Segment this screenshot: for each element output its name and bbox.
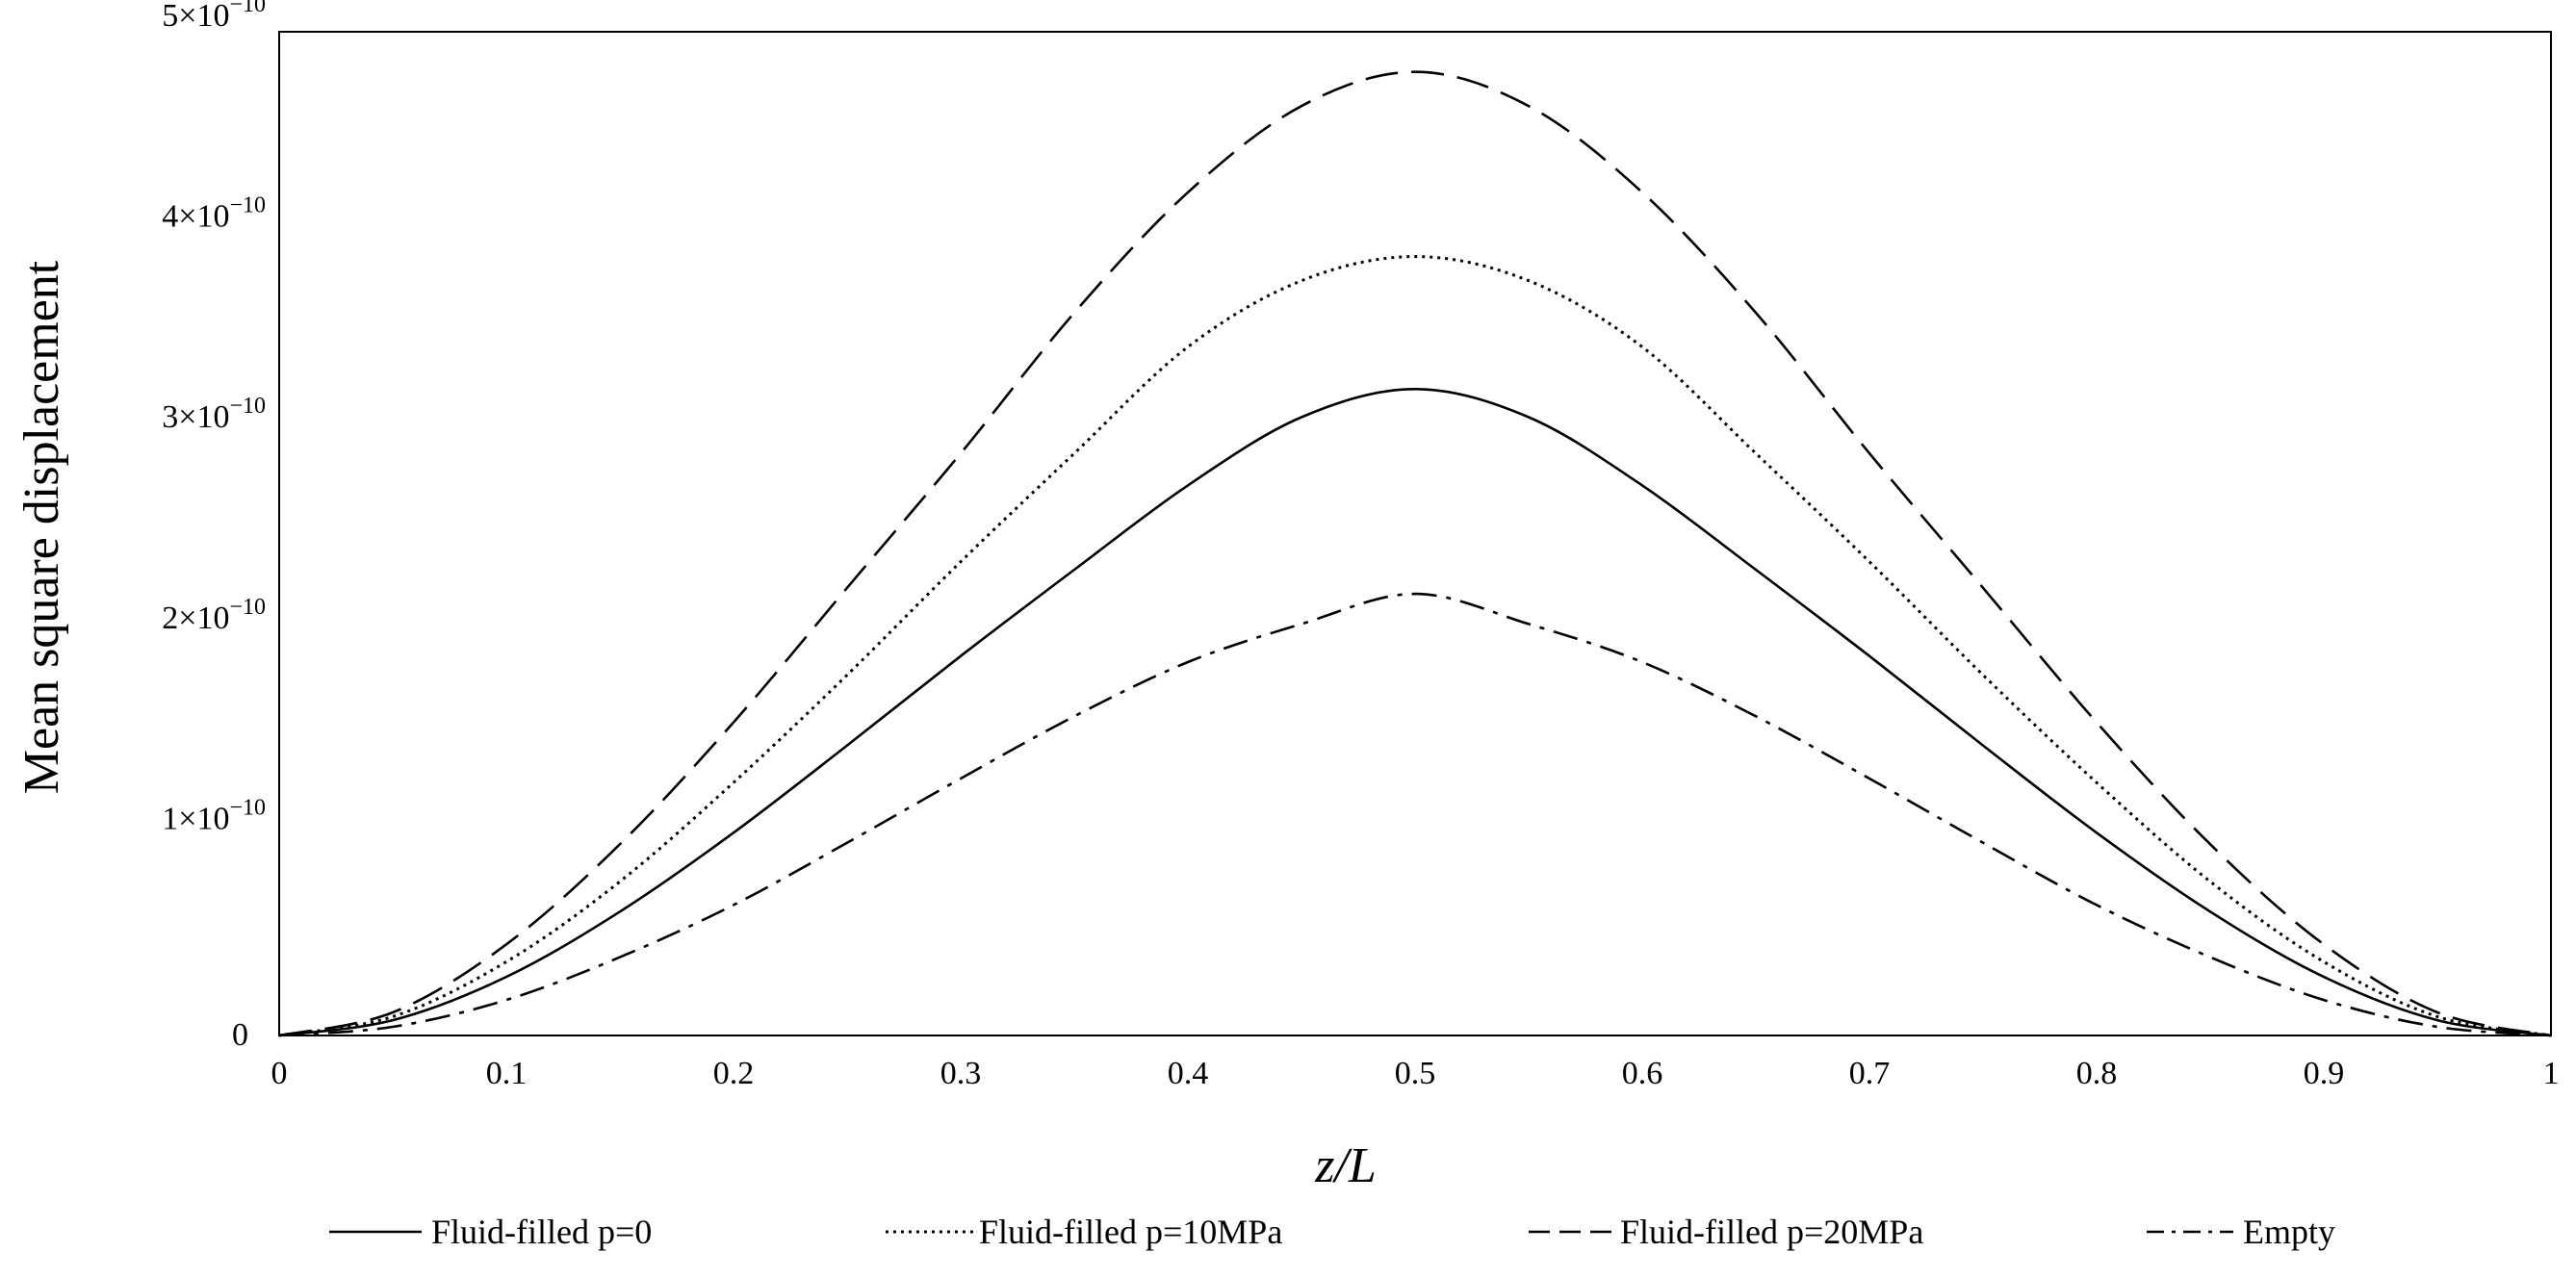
y-tick-label: 5×10−10 (162, 0, 266, 34)
x-tick-labels: 0 0.1 0.2 0.3 0.4 0.5 0.6 0.7 0.8 0.9 1 (271, 1056, 2560, 1091)
x-tick-label: 0.1 (486, 1056, 528, 1091)
x-tick-label: 0.2 (713, 1056, 755, 1091)
plot-frame (278, 31, 2552, 1036)
y-tick-labels: 0 1×10−10 2×10−10 3×10−10 4×10−10 5×10−10 (162, 0, 266, 1053)
series-line-3 (278, 70, 2552, 1037)
x-tick-label: 0.7 (1849, 1056, 1891, 1091)
x-tick-label: 1 (2543, 1056, 2560, 1091)
series-line-4 (278, 592, 2552, 1037)
series-group (278, 70, 2552, 1037)
y-tick-label: 2×10−10 (162, 595, 266, 636)
legend-label-2: Fluid-filled p=10MPa (979, 1213, 1282, 1251)
x-tick-label: 0.5 (1395, 1056, 1436, 1091)
legend-label-3: Fluid-filled p=20MPa (1620, 1213, 1923, 1251)
plot-frame-group (278, 31, 2552, 1036)
y-tick-label: 3×10−10 (162, 394, 266, 435)
x-tick-label: 0.4 (1168, 1056, 1209, 1091)
legend-label-1: Fluid-filled p=0 (431, 1213, 652, 1251)
y-axis-title: Mean square displacement (14, 260, 69, 794)
legend: Fluid-filled p=0 Fluid-filled p=10MPa Flui… (329, 1213, 2335, 1251)
x-tick-label: 0.9 (2304, 1056, 2345, 1091)
y-tick-label: 4×10−10 (162, 193, 266, 235)
series-line-1 (278, 387, 2552, 1037)
x-tick-label: 0.6 (1622, 1056, 1663, 1091)
y-tick-label: 1×10−10 (162, 795, 266, 836)
series-line-2 (278, 255, 2552, 1037)
x-axis-title: z/L (1314, 1138, 1377, 1193)
x-tick-label: 0.3 (940, 1056, 982, 1091)
x-tick-label: 0 (271, 1056, 288, 1091)
x-tick-label: 0.8 (2076, 1056, 2118, 1091)
y-tick-label: 0 (232, 1017, 248, 1053)
legend-label-4: Empty (2243, 1213, 2335, 1251)
